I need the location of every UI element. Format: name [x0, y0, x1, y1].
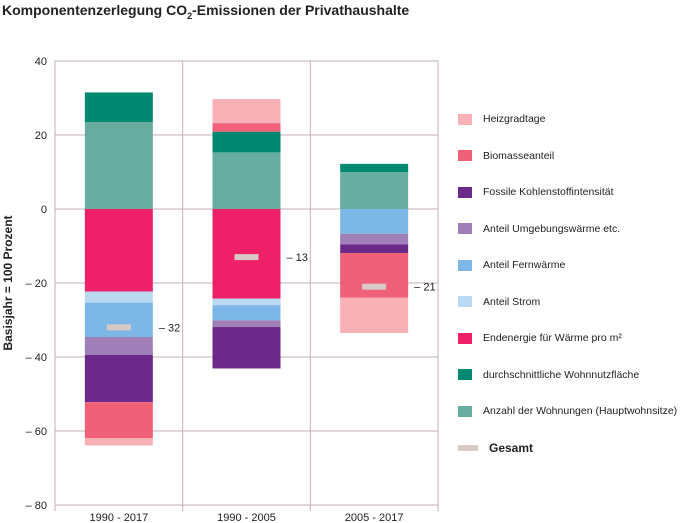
- legend-label: Anzahl der Wohnungen (Hauptwohnsitze): [483, 405, 678, 417]
- legend-label: durchschnittliche Wohnnutzfläche: [483, 368, 640, 381]
- bar-segment-fossil: [340, 244, 409, 254]
- legend-label: Biomasseanteil: [483, 149, 555, 162]
- bar-segment-heizgradtage: [212, 99, 281, 124]
- y-tick-label: 40: [35, 56, 47, 68]
- legend-swatch: [458, 186, 472, 198]
- y-tick-label: – 40: [26, 352, 47, 364]
- bar-segment-wohnflaeche: [212, 131, 281, 153]
- legend-swatch: [458, 150, 472, 161]
- x-tick-label: 1990 - 2017: [89, 512, 148, 523]
- bar-segment-wohnungen: [212, 152, 281, 209]
- bar-segment-wohnflaeche: [340, 163, 409, 172]
- total-marker: [106, 324, 131, 331]
- legend-item-umgebung: Anteil Umgebungswärme etc.: [458, 223, 620, 235]
- legend-item-endenergie: Endenergie für Wärme pro m²: [458, 332, 622, 344]
- bar-segment-umgebung: [212, 320, 281, 328]
- bar-segment-wohnungen: [84, 122, 153, 209]
- legend-label: Heizgradtage: [483, 113, 546, 125]
- total-marker: [362, 283, 387, 290]
- legend-label: Fossile Kohlenstoffintensität: [483, 186, 614, 198]
- legend-swatch: [458, 296, 472, 307]
- bar-segment-fernwaerme: [340, 209, 409, 234]
- bar-segment-biomasse: [84, 402, 153, 439]
- total-label: – 21: [414, 282, 435, 294]
- bar-segment-wohnflaeche: [84, 92, 153, 123]
- bar-segment-endenergie: [84, 209, 153, 292]
- bar-segment-endenergie: [212, 209, 281, 299]
- total-marker: [234, 254, 259, 261]
- y-tick-label: 0: [41, 204, 47, 216]
- legend-item-strom: Anteil Strom: [458, 296, 540, 308]
- bar-segment-umgebung: [340, 233, 409, 245]
- legend-item-fossil: Fossile Kohlenstoffintensität: [458, 186, 614, 198]
- legend-item-heizgradtage: Heizgradtage: [458, 113, 545, 125]
- legend-label: Anteil Strom: [483, 295, 541, 308]
- y-tick-label: – 60: [26, 426, 47, 438]
- legend-label: Anteil Fernwärme: [483, 259, 566, 271]
- legend-swatch: [458, 223, 472, 234]
- bar-segment-wohnungen: [340, 172, 409, 209]
- legend-swatch: [458, 405, 472, 417]
- bar-segment-heizgradtage: [84, 438, 153, 446]
- y-axis-label: Basisjahr = 100 Prozent: [1, 215, 15, 350]
- legend-swatch: [458, 444, 478, 451]
- y-tick-label: 20: [35, 130, 47, 142]
- bar-segment-fernwaerme: [84, 302, 153, 338]
- total-label: – 13: [287, 252, 308, 264]
- y-tick-label: – 80: [26, 500, 47, 512]
- legend-label: Gesamt: [489, 440, 534, 455]
- legend-item-wohnflaeche: durchschnittliche Wohnnutzfläche: [458, 369, 639, 381]
- legend-item-wohnungen: Anzahl der Wohnungen (Hauptwohnsitze): [458, 405, 677, 417]
- legend-swatch: [458, 259, 472, 271]
- x-tick-label: 1990 - 2005: [217, 512, 276, 523]
- bar-segment-strom: [84, 291, 153, 303]
- bar-segment-biomasse: [340, 253, 409, 298]
- legend-label: Endenergie für Wärme pro m²: [483, 332, 622, 344]
- legend-swatch: [458, 369, 472, 380]
- bar-segment-fernwaerme: [212, 305, 281, 321]
- legend-swatch: [458, 332, 472, 344]
- bar-segment-fossil: [84, 354, 153, 403]
- legend-item-fernwaerme: Anteil Fernwärme: [458, 259, 565, 271]
- total-label: – 32: [159, 322, 180, 334]
- chart-title: Komponentenzerlegung CO2-Emissionen der …: [2, 2, 410, 21]
- x-tick-label: 2005 - 2017: [345, 512, 404, 523]
- legend-item-gesamt: Gesamt: [458, 441, 533, 455]
- bar-segment-strom: [212, 298, 281, 306]
- legend-swatch: [458, 113, 472, 125]
- y-tick-label: – 20: [26, 278, 47, 290]
- bar-segment-biomasse: [212, 123, 281, 132]
- bar-segment-heizgradtage: [340, 297, 409, 333]
- bar-segment-fossil: [212, 327, 281, 369]
- legend-item-biomasse: Biomasseanteil: [458, 150, 554, 162]
- legend-label: Anteil Umgebungswärme etc.: [483, 222, 621, 235]
- bar-segment-umgebung: [84, 337, 153, 355]
